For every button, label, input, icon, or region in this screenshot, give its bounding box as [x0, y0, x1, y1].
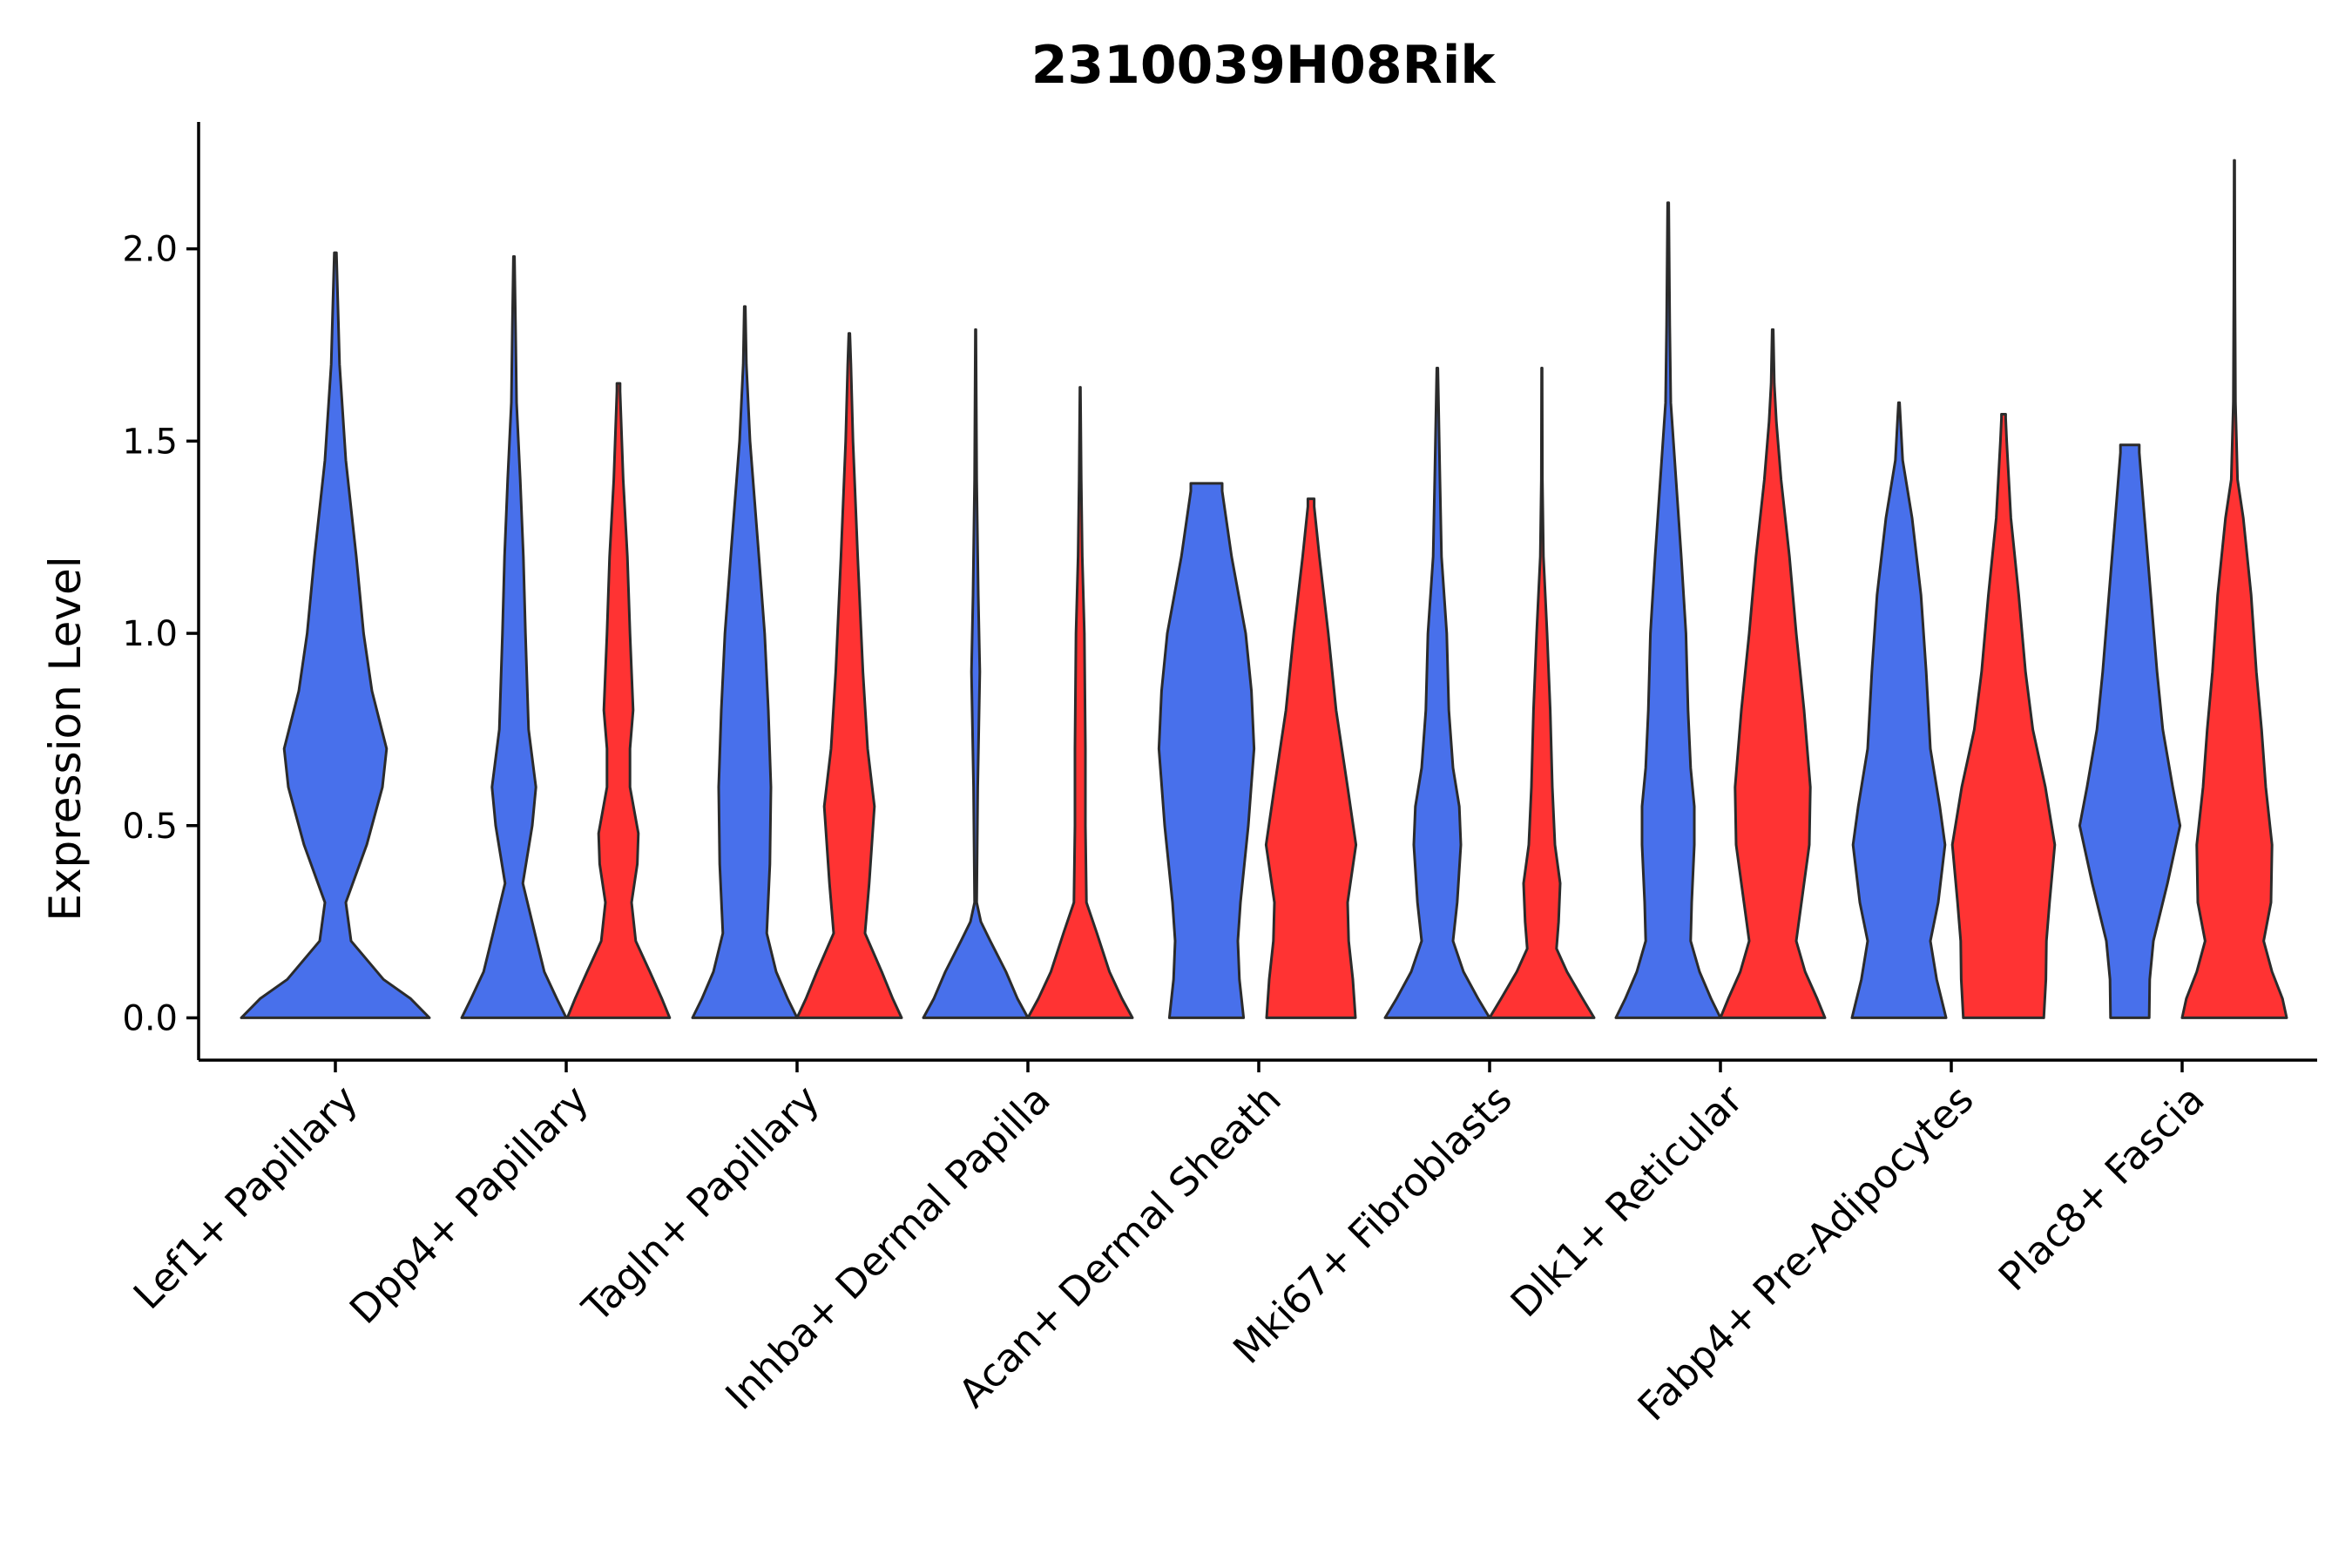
violin-5-group1	[1383, 367, 1491, 1019]
violin-4-group1	[1157, 482, 1256, 1019]
x-tick-label: Dpp4+ Papillary	[341, 1076, 598, 1333]
violin-8-group2	[2180, 159, 2288, 1019]
y-tick-label: 1.5	[122, 422, 178, 462]
y-tick-label: 1.0	[122, 614, 178, 654]
x-tick-label: Plac8+ Fascia	[1990, 1076, 2213, 1300]
violin-2-group1	[691, 305, 799, 1019]
violin-1-group2	[565, 382, 672, 1019]
violins-layer	[240, 159, 2288, 1019]
violin-6-group1	[1614, 201, 1722, 1019]
violin-6-group2	[1719, 328, 1827, 1019]
y-tick-label: 0.5	[122, 807, 178, 847]
violin-5-group2	[1488, 367, 1596, 1019]
violin-3-group2	[1026, 386, 1134, 1019]
violin-1-group1	[460, 255, 568, 1019]
y-tick-label: 2.0	[122, 230, 178, 270]
y-tick-label: 0.0	[122, 998, 178, 1038]
x-tick-label: Dlk1+ Reticular	[1502, 1076, 1752, 1326]
y-axis-label: Expression Level	[40, 556, 91, 921]
violin-7-group1	[1850, 401, 1948, 1019]
violin-3-group1	[922, 328, 1030, 1019]
violin-0-group1	[240, 251, 431, 1019]
x-tick-label: Tagln+ Papillary	[573, 1076, 828, 1331]
x-tick-label: Lef1+ Papillary	[125, 1076, 367, 1318]
violin-2-group2	[795, 332, 903, 1019]
violin-4-group2	[1264, 497, 1358, 1019]
violin-8-group1	[2078, 443, 2182, 1019]
chart-title: 2310039H08Rik	[1031, 35, 1497, 96]
violin-7-group2	[1950, 413, 2057, 1019]
